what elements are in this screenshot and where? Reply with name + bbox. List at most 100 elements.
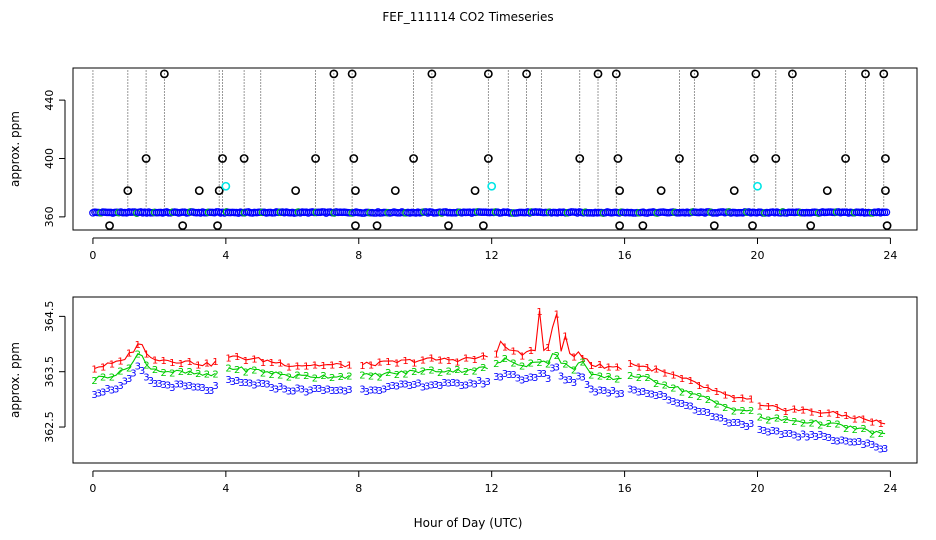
series-3-label: 3 bbox=[161, 380, 167, 391]
series-3-label: 3 bbox=[178, 380, 184, 391]
series-3-label: 3 bbox=[549, 364, 555, 375]
outlier-point bbox=[311, 154, 320, 163]
outlier-point bbox=[638, 221, 648, 231]
series-3-label: 3 bbox=[130, 368, 136, 379]
series-2-line bbox=[496, 353, 622, 381]
series-3-label: 3 bbox=[584, 380, 590, 391]
series-3-label: 3 bbox=[407, 381, 413, 392]
series-2-label: 2 bbox=[260, 368, 266, 379]
series-1-line bbox=[94, 343, 216, 370]
outlier-point bbox=[771, 154, 781, 163]
series-3-label: 3 bbox=[346, 385, 352, 396]
series-1-label: 1 bbox=[562, 332, 568, 343]
series-3-label: 3 bbox=[834, 437, 840, 448]
series-2-label: 2 bbox=[411, 367, 417, 378]
series-3-label: 3 bbox=[865, 439, 871, 450]
series-1-label: 1 bbox=[178, 359, 184, 370]
series-3-label: 3 bbox=[523, 374, 529, 385]
series-2-label: 2 bbox=[428, 366, 434, 377]
series-2-label: 2 bbox=[519, 362, 525, 373]
series-3-label: 3 bbox=[493, 372, 499, 383]
series-3-label: 3 bbox=[243, 378, 249, 389]
top-plot-frame bbox=[72, 67, 918, 231]
series-3-label: 3 bbox=[575, 372, 581, 383]
series-1-line bbox=[629, 362, 752, 400]
outlier-point bbox=[291, 186, 301, 195]
series-2-label: 2 bbox=[135, 350, 141, 361]
top-x-tick-label: 16 bbox=[618, 249, 632, 262]
series-3-label: 3 bbox=[761, 426, 767, 437]
series-3-label: 3 bbox=[774, 426, 780, 437]
series-2-label: 2 bbox=[545, 360, 551, 371]
series-1-label: 1 bbox=[338, 360, 344, 371]
series-3-label: 3 bbox=[256, 379, 262, 390]
series-3-label: 3 bbox=[882, 444, 888, 455]
series-2-label: 2 bbox=[359, 370, 365, 381]
series-1-label: 1 bbox=[269, 358, 275, 369]
series-1-label: 1 bbox=[791, 405, 797, 416]
series-3-label: 3 bbox=[208, 386, 214, 397]
series-1-label: 1 bbox=[428, 354, 434, 365]
x-axis-label: Hour of Day (UTC) bbox=[414, 516, 523, 530]
series-1-label: 1 bbox=[437, 355, 443, 366]
series-3-label: 3 bbox=[173, 380, 179, 391]
series-3-label: 3 bbox=[748, 419, 754, 430]
series-1-label: 1 bbox=[277, 358, 283, 369]
series-2-label: 2 bbox=[502, 354, 508, 365]
bottom-y-tick-label: 363.5 bbox=[43, 356, 56, 388]
series-3-label: 3 bbox=[649, 389, 655, 400]
series-3-label: 3 bbox=[143, 373, 149, 384]
series-3-label: 3 bbox=[372, 385, 378, 396]
series-2-label: 2 bbox=[679, 388, 685, 399]
outlier-point bbox=[470, 186, 480, 195]
series-3-label: 3 bbox=[333, 386, 339, 397]
series-3-label: 3 bbox=[610, 386, 616, 397]
series-3-label: 3 bbox=[316, 384, 322, 395]
series-1-label: 1 bbox=[303, 362, 309, 373]
series-3-label: 3 bbox=[541, 369, 547, 380]
series-3-label: 3 bbox=[338, 386, 344, 397]
outlier-point bbox=[372, 221, 382, 231]
series-1-label: 1 bbox=[502, 343, 508, 354]
series-1-label: 1 bbox=[472, 355, 478, 366]
outlier-point bbox=[221, 181, 231, 191]
bottom-x-tick-label: 16 bbox=[618, 482, 632, 495]
series-1-label: 1 bbox=[614, 362, 620, 373]
series-1-label: 1 bbox=[234, 352, 240, 363]
top-y-tick-label: 400 bbox=[43, 148, 56, 169]
outlier-point bbox=[749, 154, 759, 163]
series-3-label: 3 bbox=[122, 376, 128, 387]
series-2-line bbox=[228, 366, 350, 379]
series-2-label: 2 bbox=[329, 373, 335, 384]
series-3-label: 3 bbox=[644, 389, 650, 400]
series-1-label: 1 bbox=[571, 353, 577, 364]
series-3-label: 3 bbox=[679, 399, 685, 410]
series-1-label: 1 bbox=[286, 362, 292, 373]
series-2-label: 2 bbox=[774, 413, 780, 424]
bottom-x-tick-label: 24 bbox=[883, 482, 897, 495]
series-3-label: 3 bbox=[783, 429, 789, 440]
series-1-label: 1 bbox=[670, 371, 676, 382]
series-3-label: 3 bbox=[670, 397, 676, 408]
series-2-label: 2 bbox=[562, 360, 568, 371]
bottom-x-tick-label: 0 bbox=[89, 482, 96, 495]
outlier-point bbox=[390, 186, 400, 195]
series-2-label: 2 bbox=[636, 373, 642, 384]
outlier-point bbox=[239, 154, 249, 163]
top-y-axis-label: approx. ppm bbox=[8, 111, 22, 187]
outlier-point bbox=[729, 186, 739, 195]
series-2-label: 2 bbox=[817, 421, 823, 432]
series-2-label: 2 bbox=[826, 419, 832, 430]
series-3-label: 3 bbox=[847, 437, 853, 448]
series-2-label: 2 bbox=[878, 429, 884, 440]
series-2-label: 2 bbox=[783, 415, 789, 426]
data-point bbox=[882, 208, 891, 217]
series-2-label: 2 bbox=[294, 370, 300, 381]
series-2-label: 2 bbox=[852, 425, 858, 436]
top-x-tick-label: 0 bbox=[89, 249, 96, 262]
series-3-label: 3 bbox=[821, 432, 827, 443]
series-3-label: 3 bbox=[878, 444, 884, 455]
series-1-label: 1 bbox=[696, 381, 702, 392]
series-2-label: 2 bbox=[195, 369, 201, 380]
series-2-label: 2 bbox=[662, 381, 668, 392]
